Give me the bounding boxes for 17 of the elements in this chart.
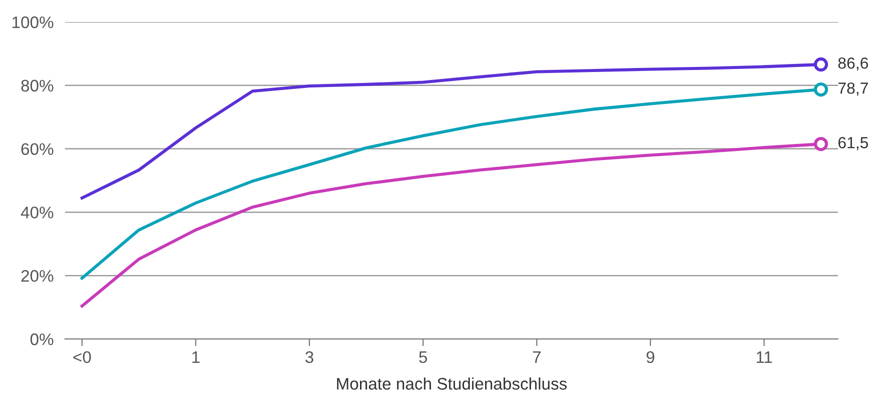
y-tick-label: 60% (21, 143, 54, 156)
x-tick-label: 7 (532, 351, 541, 363)
data-label: 86,6 (838, 57, 868, 71)
x-axis-title: Monate nach Studienabschluss (337, 377, 567, 390)
y-tick-label: 20% (21, 270, 54, 282)
y-tick-label: 0% (30, 333, 54, 346)
data-label: 78,7 (838, 82, 868, 96)
data-label: 61,5 (838, 137, 868, 150)
x-tick-label: 3 (305, 351, 314, 364)
x-tick-label: <0 (73, 351, 91, 364)
x-tick-label: 1 (192, 351, 200, 363)
y-tick-label: 40% (20, 206, 54, 218)
x-tick-label: 9 (646, 351, 654, 364)
x-tick-label: 11 (756, 351, 772, 363)
y-tick-label: 80% (21, 80, 54, 92)
x-tick-label: 5 (419, 351, 428, 364)
y-tick-label: 100% (12, 16, 54, 28)
